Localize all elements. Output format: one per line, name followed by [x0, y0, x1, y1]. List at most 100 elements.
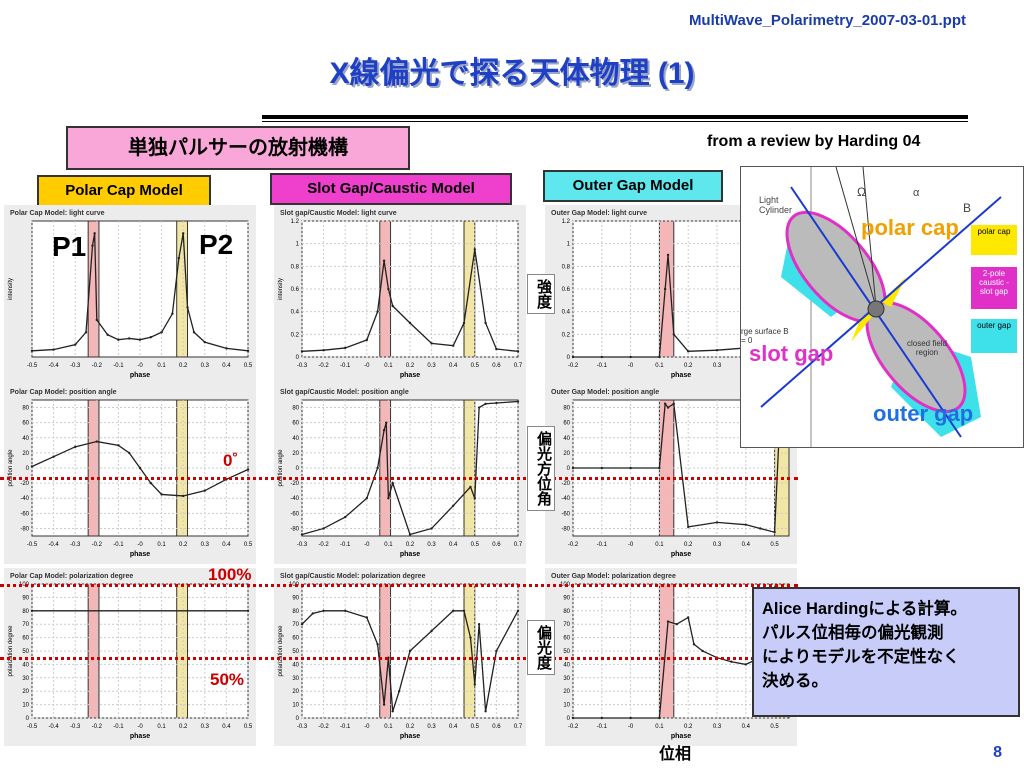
y-tick-label: 0 — [567, 716, 571, 722]
plot-svg: -0.3 -0.2 -0.1 -0 0.1 0.2 0.3 0.4 0.5 0.6 0.7 0 0.2 0… — [274, 205, 526, 385]
y-tick-label: 70 — [563, 622, 570, 628]
outer-gap-label: outer gap — [873, 401, 974, 426]
y-tick-label: 20 — [22, 451, 29, 457]
x-tick-label: 0.7 — [514, 542, 523, 548]
x-tick-label: -0.5 — [27, 363, 38, 369]
note-line-4: 決める。 — [762, 672, 828, 690]
data-point — [730, 660, 733, 663]
note-line-3: によりモデルを不定性なく — [762, 648, 960, 666]
x-tick-label: -0.3 — [297, 363, 308, 369]
x-tick-label: 0.3 — [427, 363, 436, 369]
data-point — [117, 338, 120, 341]
data-point — [186, 306, 189, 309]
x-tick-label: 0.4 — [742, 542, 751, 548]
data-point — [311, 612, 314, 615]
plot-svg: -0.2 -0.1 -0 0.1 0.2 0.3 0.4 0.5 -80 -60 -40 -20 0 20… — [545, 384, 797, 564]
data-point — [30, 349, 34, 353]
x-tick-label: 0.3 — [201, 363, 210, 369]
data-point — [715, 521, 719, 524]
y-tick-label: -40 — [290, 496, 299, 502]
plot-title: Polar Cap Model: light curve — [10, 210, 105, 217]
y-tick-label: 40 — [292, 662, 299, 668]
omega-label: Ω — [857, 185, 866, 199]
null-surface-label: rge surface B = 0 — [741, 327, 789, 345]
y-tick-label: -80 — [561, 526, 570, 532]
data-point — [663, 402, 667, 405]
plot-panel: -0.3 -0.2 -0.1 -0 0.1 0.2 0.3 0.4 0.5 0.6 0.7 0 10 20… — [274, 568, 526, 746]
title-rule-thin — [262, 121, 968, 122]
x-tick-label: 0.2 — [406, 724, 415, 730]
magnetosphere-diagram: Light Cylinder Ω α B rge surface B = 0 c… — [740, 166, 1024, 448]
outer-gap-model-label: Outer Gap Model — [543, 170, 723, 202]
x-tick-label: 0.3 — [201, 724, 210, 730]
x-tick-label: 0.1 — [655, 542, 664, 548]
x-tick-label: 0.4 — [222, 542, 231, 548]
x-axis-label: phase — [400, 551, 420, 558]
plot-title: Outer Gap Model: polarization degree — [551, 573, 676, 580]
data-point — [300, 533, 304, 536]
x-tick-label: 0.1 — [157, 724, 166, 730]
y-axis-label: position angle — [278, 449, 284, 487]
y-tick-label: 10 — [292, 703, 299, 709]
slot-gap-label: slot gap — [749, 341, 834, 366]
data-point — [177, 256, 181, 260]
y-tick-label: 80 — [22, 609, 29, 615]
x-tick-label: -0.1 — [340, 542, 351, 548]
data-point — [203, 489, 206, 492]
data-point — [629, 716, 632, 720]
y-tick-label: 1.2 — [562, 219, 571, 225]
b-field-label: B — [963, 201, 972, 215]
data-point — [715, 349, 719, 352]
y-tick-label: 0 — [296, 466, 300, 472]
plot-title: Outer Gap Model: position angle — [551, 389, 659, 396]
x-tick-label: -0.1 — [113, 542, 124, 548]
data-point — [160, 493, 163, 496]
data-point — [149, 336, 152, 339]
data-point — [484, 710, 487, 713]
light-cylinder-label: Light Cylinder — [759, 195, 793, 215]
data-point — [322, 609, 325, 612]
x-tick-label: 0.1 — [655, 724, 664, 730]
data-point — [773, 531, 776, 534]
alpha-label: α — [913, 187, 920, 199]
data-point — [571, 466, 575, 470]
y-tick-label: 0 — [296, 716, 300, 722]
data-point — [160, 331, 163, 334]
data-point — [74, 445, 77, 449]
x-tick-label: -0 — [137, 724, 143, 730]
data-point — [701, 649, 704, 653]
data-point — [30, 609, 34, 612]
x-tick-label: 0.1 — [655, 363, 664, 369]
x-tick-label: -0.5 — [27, 542, 38, 548]
data-point — [452, 504, 455, 507]
y-tick-label: 10 — [563, 703, 570, 709]
y-tick-label: -80 — [20, 526, 29, 532]
y-axis-label: polarization degree — [278, 625, 284, 677]
data-point — [687, 525, 690, 529]
x-tick-label: -0.4 — [48, 724, 59, 730]
x-tick-label: 0.5 — [244, 363, 253, 369]
y-tick-label: 30 — [563, 676, 570, 682]
data-point — [365, 338, 368, 342]
data-point — [182, 494, 185, 498]
plot-panel: -0.3 -0.2 -0.1 -0 0.1 0.2 0.3 0.4 0.5 0.6 0.7 0 0.2 0… — [274, 205, 526, 385]
data-point — [385, 421, 388, 424]
y-tick-label: 40 — [22, 662, 29, 668]
phase-band — [463, 399, 476, 537]
y-tick-label: 40 — [292, 436, 299, 442]
data-point — [452, 609, 455, 612]
y-tick-label: 20 — [292, 451, 299, 457]
data-point — [391, 710, 394, 713]
x-tick-label: -0 — [628, 542, 634, 548]
y-tick-label: -60 — [561, 511, 570, 517]
data-point — [391, 304, 394, 308]
x-tick-label: -0.1 — [340, 724, 351, 730]
data-point — [484, 321, 487, 325]
x-tick-label: -0.2 — [318, 542, 329, 548]
x-tick-label: 0.3 — [713, 542, 722, 548]
phase-band — [176, 220, 189, 358]
plot-svg: -0.5 -0.4 -0.3 -0.2 -0.1 -0 0.1 0.2 0.3 0.4 0.5 Pol… — [4, 205, 256, 385]
x-tick-label: -0.1 — [597, 363, 608, 369]
x-tick-label: 0.4 — [449, 363, 458, 369]
y-tick-label: -40 — [561, 496, 570, 502]
